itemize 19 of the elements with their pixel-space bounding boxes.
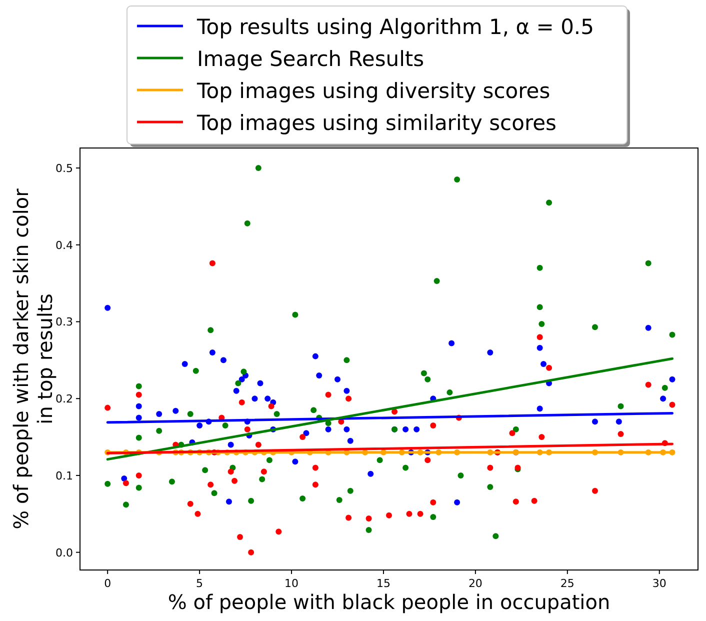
- y-tick-label: 0.3: [56, 316, 73, 329]
- x-tick-label: 0: [104, 577, 112, 590]
- legend-label: Top images using diversity scores: [196, 79, 550, 103]
- x-tick-label: 5: [196, 577, 204, 590]
- y-tick-label: 0.2: [56, 392, 73, 406]
- y-axis-title: % of people with darker skin color in top results: [9, 188, 57, 530]
- x-tick-label: 25: [560, 577, 574, 590]
- x-tick-label: 15: [376, 577, 390, 590]
- x-axis-title: % of people with black people in occupation: [168, 590, 610, 614]
- legend-label: Top results using Algorithm 1, α = 0.5: [196, 15, 594, 39]
- x-tick-label: 20: [468, 577, 482, 590]
- y-tick-label: 0.1: [56, 469, 73, 482]
- y-tick-label: 0.0: [56, 546, 73, 560]
- legend-label: Image Search Results: [197, 47, 424, 71]
- y-tick-label: 0.5: [56, 162, 73, 175]
- x-tick-label: 30: [652, 577, 666, 590]
- x-tick-label: 10: [284, 577, 299, 590]
- legend-label: Top images using similarity scores: [196, 111, 556, 135]
- y-tick-label: 0.4: [56, 238, 73, 252]
